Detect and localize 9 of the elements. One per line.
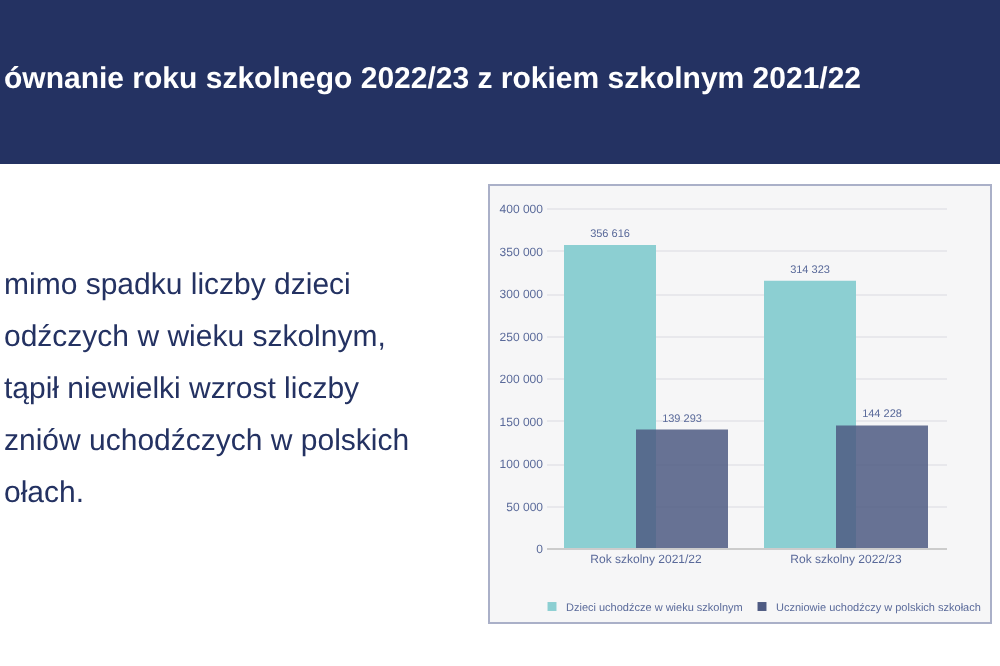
chart-title: ównanie roku szkolnego 2022/23 z rokiem szkolnym 2021/22 xyxy=(4,62,862,96)
bar xyxy=(564,244,656,548)
text: odźczych w wieku szkolnym, xyxy=(4,318,388,358)
text: mimo spadku liczby dzieci xyxy=(4,266,353,306)
bar xyxy=(836,425,928,548)
text: zniów uchodźczych w polskich xyxy=(4,422,410,462)
bar xyxy=(636,429,728,548)
text: tąpił niewielki wzrost liczby xyxy=(4,370,362,410)
text: ołach. xyxy=(4,474,87,514)
